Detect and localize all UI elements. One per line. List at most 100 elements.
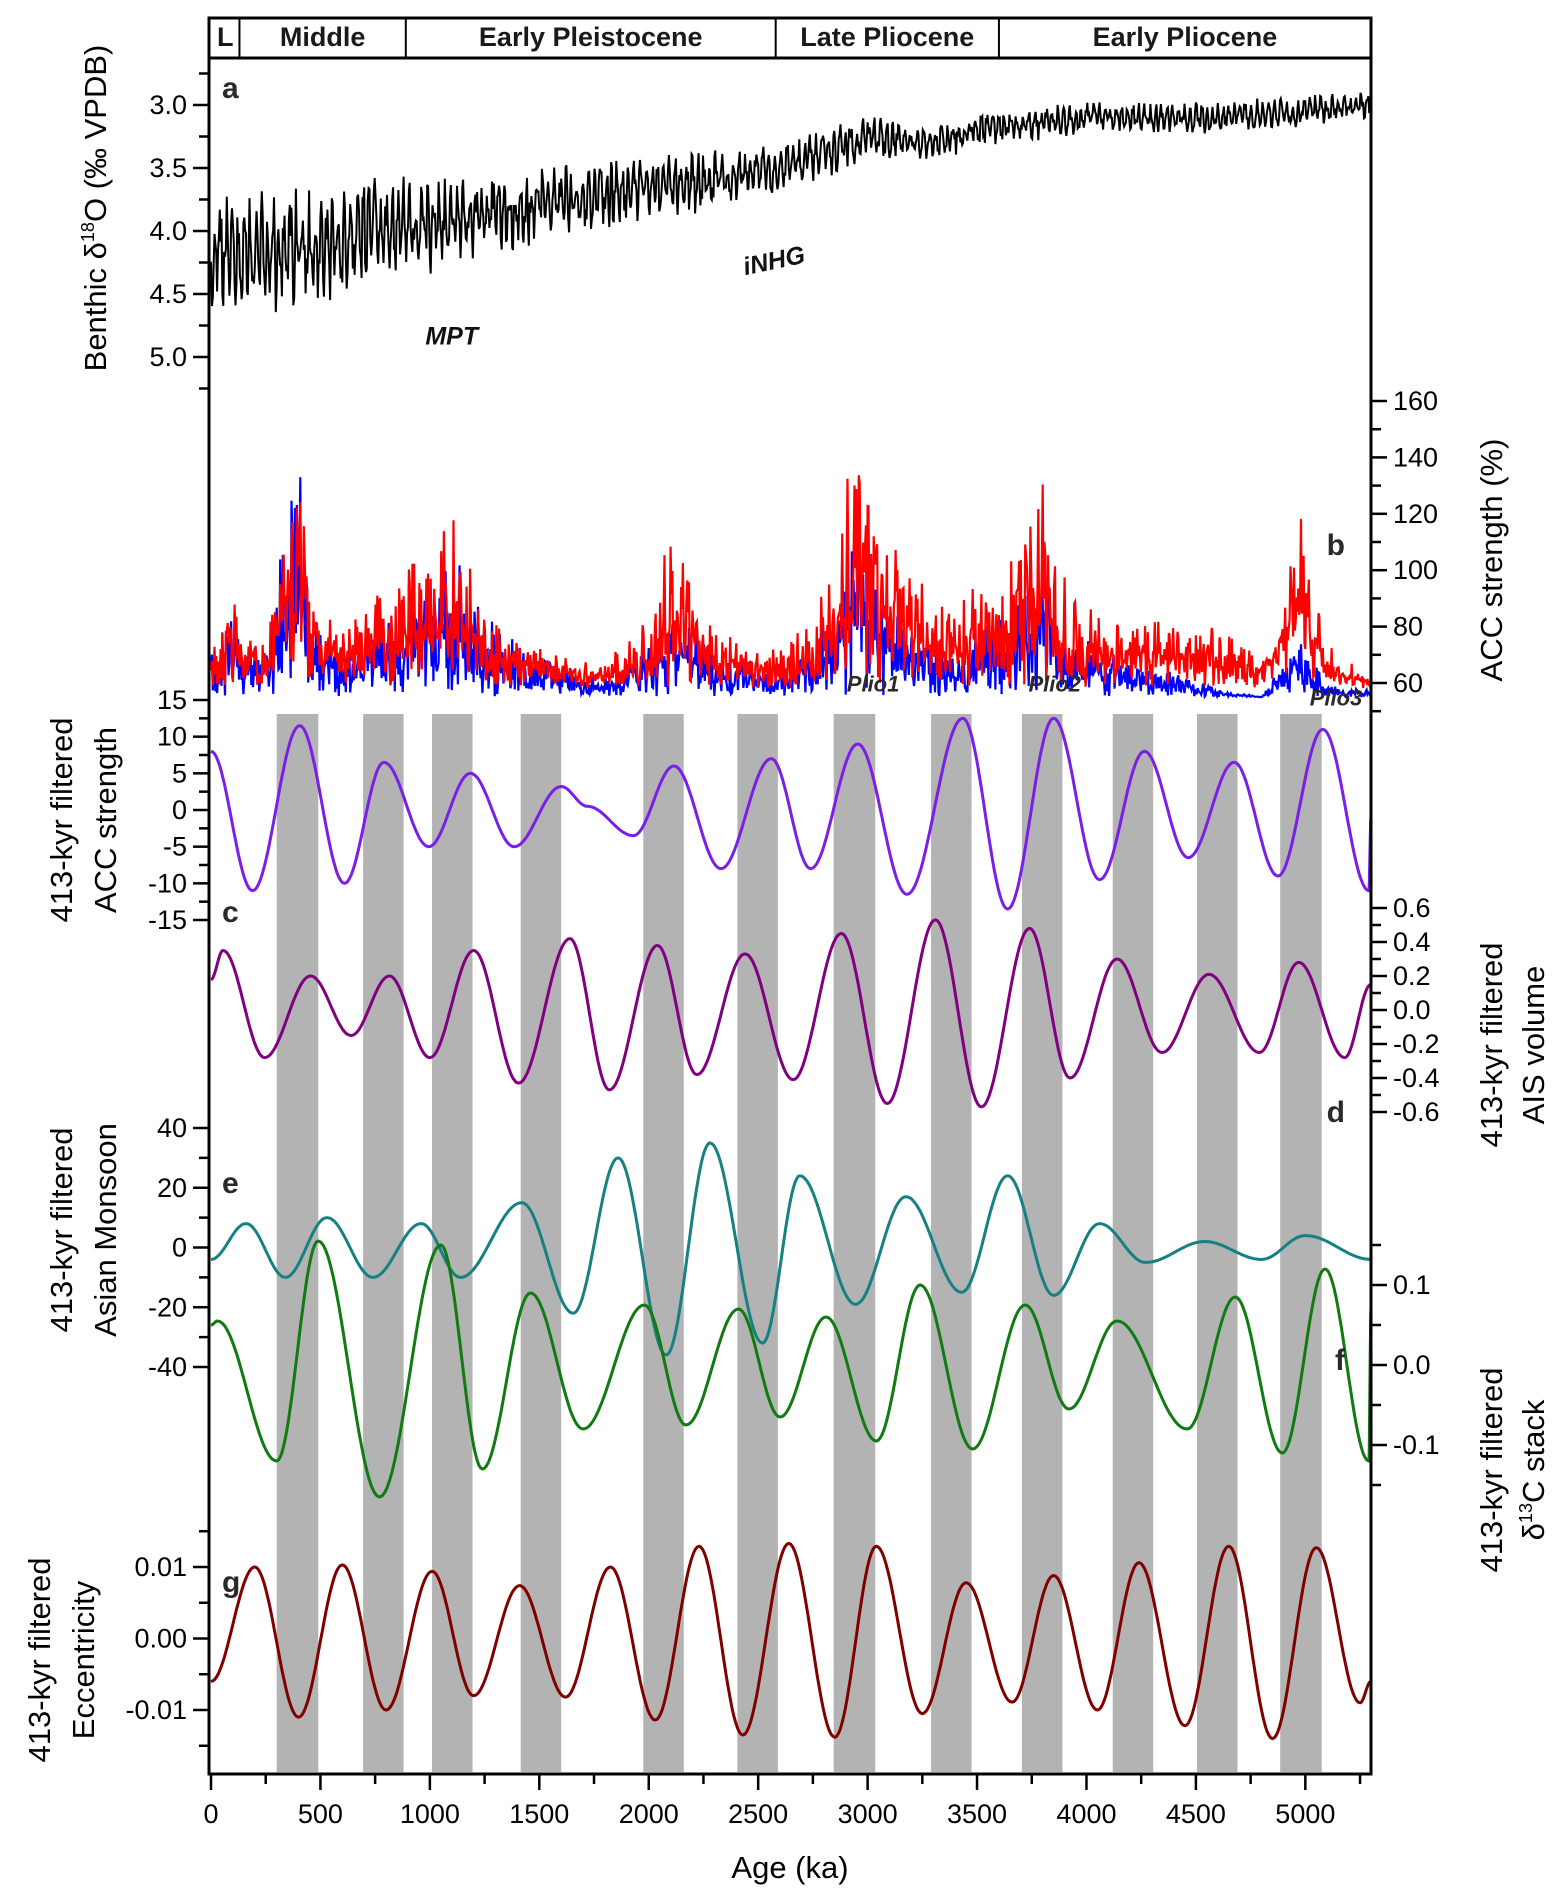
y-tick-label: 0.01 [134, 1552, 187, 1582]
x-tick-label: 1500 [509, 1799, 569, 1829]
axes-layer: 3.03.54.04.55.06080100120140160-15-10-50… [125, 72, 1440, 1829]
shaded-band [833, 714, 876, 1772]
epoch-label: Late Pliocene [800, 22, 974, 52]
y-tick-label: 5.0 [149, 342, 187, 372]
shaded-band [1112, 714, 1154, 1772]
x-tick-label: 2500 [728, 1799, 788, 1829]
x-tick-label: 3000 [838, 1799, 898, 1829]
x-tick-label: 4500 [1166, 1799, 1226, 1829]
shaded-band [1280, 714, 1322, 1772]
y-tick-label: 20 [157, 1173, 187, 1203]
y-tick-label: 0.0 [1393, 995, 1431, 1025]
y-tick-label: 40 [157, 1113, 187, 1143]
annotation-plio2: Plio2 [1028, 671, 1081, 696]
panel-a [210, 92, 1372, 313]
y-tick-label: -20 [148, 1292, 187, 1322]
axis-title-c-line1: 413-kyr filtered [44, 717, 79, 922]
epoch-label: L [217, 22, 234, 52]
panel-letter-f: f [1335, 1344, 1346, 1377]
y-axis-a: 3.0 3.5 4.0 4.5 5.0 [149, 72, 209, 390]
axis-title-e-line2: Asian Monsoon [88, 1123, 123, 1337]
shaded-band [1021, 714, 1063, 1772]
y-tick-label: 140 [1393, 442, 1438, 472]
y-tick-label: -5 [163, 832, 187, 862]
y-tick-label: 0.1 [1393, 1270, 1431, 1300]
panel-c [210, 716, 1373, 911]
x-tick-label: 0 [203, 1799, 218, 1829]
axis-title-f-line2: δ13C stack [1516, 1399, 1551, 1540]
y-axis-g: -0.01 0.00 0.01 [125, 1530, 209, 1747]
y-tick-label: -40 [148, 1352, 187, 1382]
series-line-e [210, 1141, 1372, 1357]
y-tick-label: 0 [172, 1233, 187, 1263]
epoch-label: Middle [280, 22, 366, 52]
x-axis: 0 500 1000 1500 2000 2500 3000 3500 4000 4500 5000 [203, 1774, 1362, 1829]
y-tick-label: 120 [1393, 499, 1438, 529]
panel-letter-d: d [1327, 1096, 1345, 1129]
y-axis-e: -40 -20 0 20 40 [148, 1113, 209, 1382]
x-tick-label: 3500 [947, 1799, 1007, 1829]
axis-title-g-line2: Eccentricity [66, 1580, 101, 1739]
y-tick-label: 10 [157, 722, 187, 752]
y-tick-label: 0.00 [134, 1624, 187, 1654]
y-tick-label: 0.0 [1393, 1350, 1431, 1380]
y-tick-label: 0 [172, 795, 187, 825]
epoch-bar: L Middle Early Pleistocene Late Pliocene Ear… [209, 18, 1371, 60]
y-axis-b: 60 80 100 120 140 160 [1369, 381, 1438, 713]
x-tick-label: 1000 [400, 1799, 460, 1829]
axis-title-g-line1: 413-kyr filtered [22, 1557, 57, 1762]
epoch-label: Early Pleistocene [479, 22, 703, 52]
series-line-a [210, 92, 1372, 313]
panel-letter-g: g [222, 1566, 240, 1599]
panel-g [210, 1541, 1372, 1741]
axis-title-c-line2: ACC strength [88, 727, 123, 913]
y-tick-label: 4.5 [149, 279, 187, 309]
panel-e [210, 1141, 1372, 1357]
panel-b [209, 475, 1373, 700]
panel-letter-b: b [1327, 529, 1345, 562]
x-tick-label: 4000 [1056, 1799, 1116, 1829]
y-tick-label: 4.0 [149, 216, 187, 246]
y-tick-label: -0.4 [1393, 1063, 1440, 1093]
series-line-f [210, 1239, 1373, 1499]
annotation-plio1: Plio1 [847, 671, 900, 696]
y-tick-label: -0.2 [1393, 1029, 1440, 1059]
y-tick-label: 80 [1393, 612, 1423, 642]
axis-title-b: ACC strength (%) [1474, 439, 1509, 682]
y-axis-d: -0.6 -0.4 -0.2 0.0 0.2 0.4 0.6 [1369, 888, 1440, 1132]
annotation-plio3: Plio3 [1310, 686, 1363, 711]
y-tick-label: -0.1 [1393, 1430, 1440, 1460]
shaded-band [363, 714, 404, 1772]
shaded-band [737, 714, 778, 1772]
y-tick-label: 60 [1393, 668, 1423, 698]
panel-letter-e: e [222, 1167, 239, 1200]
y-tick-label: 160 [1393, 386, 1438, 416]
series-line-g [210, 1541, 1372, 1741]
x-tick-label: 500 [298, 1799, 343, 1829]
epoch-label: Early Pliocene [1093, 22, 1278, 52]
panel-f [210, 1239, 1373, 1499]
y-axis-f: -0.1 0.0 0.1 [1369, 1243, 1440, 1487]
axis-title-a: Benthic δ18O (‰ VPDB) [78, 45, 113, 372]
y-tick-label: -0.01 [125, 1695, 187, 1725]
y-tick-label: 0.4 [1393, 927, 1431, 957]
y-tick-label: -10 [148, 868, 187, 898]
axis-title-e-line1: 413-kyr filtered [44, 1127, 79, 1332]
shaded-band [276, 714, 319, 1772]
y-tick-label: 100 [1393, 555, 1438, 585]
y-tick-label: -15 [148, 905, 187, 935]
panel-d [210, 918, 1372, 1109]
y-tick-label: 15 [157, 685, 187, 715]
axis-title-d-line1: 413-kyr filtered [1474, 942, 1509, 1147]
y-tick-label: 5 [172, 758, 187, 788]
shaded-band [520, 714, 562, 1772]
x-axis-title: Age (ka) [731, 1850, 848, 1885]
y-tick-label: 3.0 [149, 90, 187, 120]
series-line-d [210, 918, 1372, 1109]
series-layer [209, 92, 1373, 1741]
panel-letter-c: c [222, 896, 239, 929]
shaded-band [643, 714, 684, 1772]
axis-title-f-line1: 413-kyr filtered [1474, 1367, 1509, 1572]
y-tick-label: -0.6 [1393, 1097, 1440, 1127]
